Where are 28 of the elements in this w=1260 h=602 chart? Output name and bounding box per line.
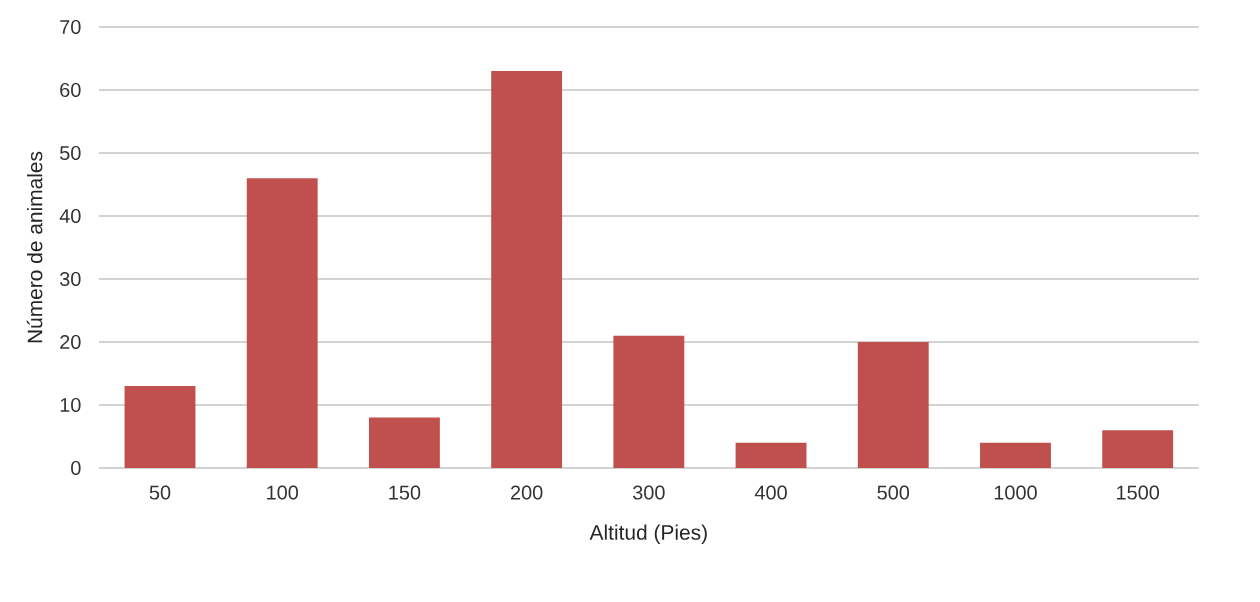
y-axis-title: Número de animales (26, 151, 43, 343)
x-tick-label: 500 (877, 485, 910, 500)
x-tick-label: 100 (267, 485, 299, 500)
bar (1102, 430, 1174, 468)
x-tick-label: 150 (389, 485, 421, 500)
y-tick-label: 40 (59, 208, 81, 224)
x-tick-label: 200 (511, 485, 543, 500)
x-tick-label: 50 (149, 485, 171, 500)
x-tick-label: 1500 (1117, 485, 1160, 500)
bar (857, 342, 929, 468)
y-tick-label: 10 (60, 397, 81, 413)
x-axis-title: Altitud (Pies) (589, 524, 707, 544)
x-tick-label: 400 (754, 485, 787, 500)
bar (124, 386, 196, 468)
y-tick-label: 50 (60, 145, 81, 161)
y-tick-label: 70 (60, 19, 81, 35)
bar (980, 442, 1051, 468)
x-tick-label: 300 (632, 485, 665, 500)
y-tick-label: 20 (60, 334, 81, 350)
y-tick-label: 0 (71, 460, 81, 476)
bar (368, 417, 440, 468)
bar (491, 71, 563, 468)
y-tick-label: 60 (60, 82, 81, 98)
y-tick-label: 30 (59, 271, 81, 287)
bar (246, 178, 318, 468)
bar (735, 442, 807, 468)
bar (613, 335, 685, 468)
x-tick-label: 1000 (994, 485, 1037, 500)
